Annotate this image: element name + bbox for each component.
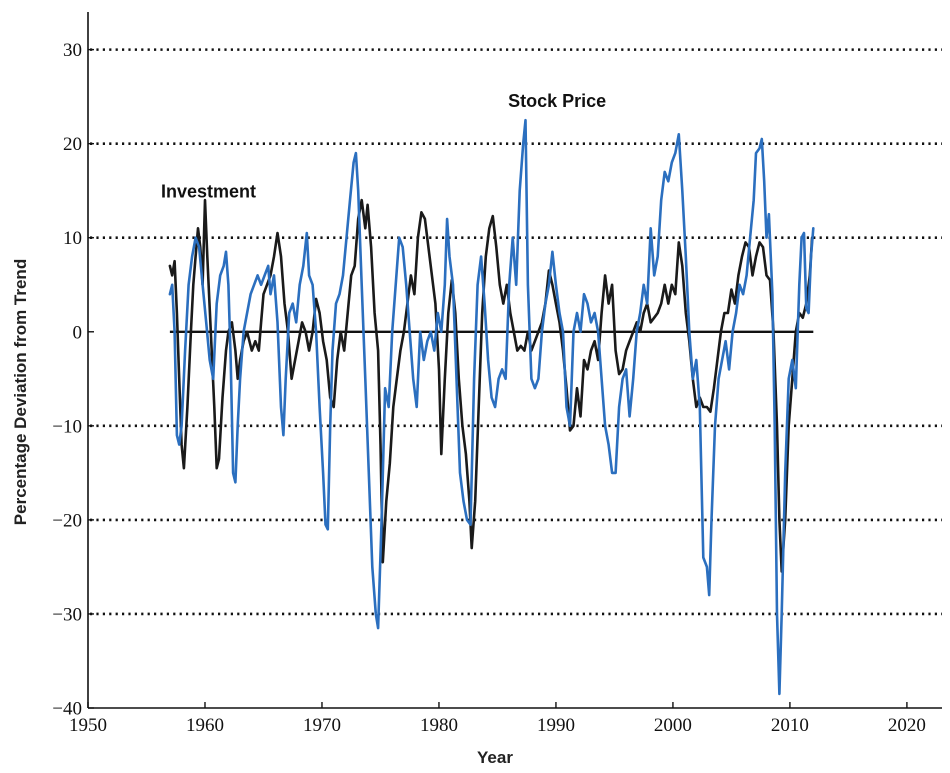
series-line-stock-price xyxy=(168,118,815,696)
y-tick-label: 30 xyxy=(63,40,82,61)
x-axis-ticks: 1950 1960 1970 1980 1990 2000 2010 2020 xyxy=(69,702,926,736)
y-tick-label: −30 xyxy=(52,604,82,625)
x-tick-label: 1990 xyxy=(537,715,575,736)
series-annotations: Investment Stock Price xyxy=(161,91,606,201)
series-label-stock-price: Stock Price xyxy=(508,91,606,111)
x-tick-label: 2020 xyxy=(888,715,926,736)
x-tick-label: 1980 xyxy=(420,715,458,736)
x-tick-label: 1960 xyxy=(186,715,224,736)
x-tick-label: 2000 xyxy=(654,715,692,736)
y-tick-label: 20 xyxy=(63,134,82,155)
x-tick-label: 1950 xyxy=(69,715,107,736)
x-tick-label: 1970 xyxy=(303,715,341,736)
y-tick-label: −20 xyxy=(52,510,82,531)
y-tick-label: −40 xyxy=(52,699,82,720)
y-tick-label: 10 xyxy=(63,228,82,249)
y-tick-label: −10 xyxy=(52,416,82,437)
x-axis-title: Year xyxy=(477,748,513,767)
axes xyxy=(87,12,942,709)
y-axis-ticks: 30 20 10 0 −10 −20 −30 −40 xyxy=(52,40,94,720)
series-label-investment: Investment xyxy=(161,181,256,201)
x-tick-label: 2010 xyxy=(771,715,809,736)
y-axis-title: Percentage Deviation from Trend xyxy=(11,259,30,525)
series-lines xyxy=(168,118,815,696)
series-line-investment xyxy=(168,198,814,573)
y-tick-label: 0 xyxy=(73,322,83,343)
